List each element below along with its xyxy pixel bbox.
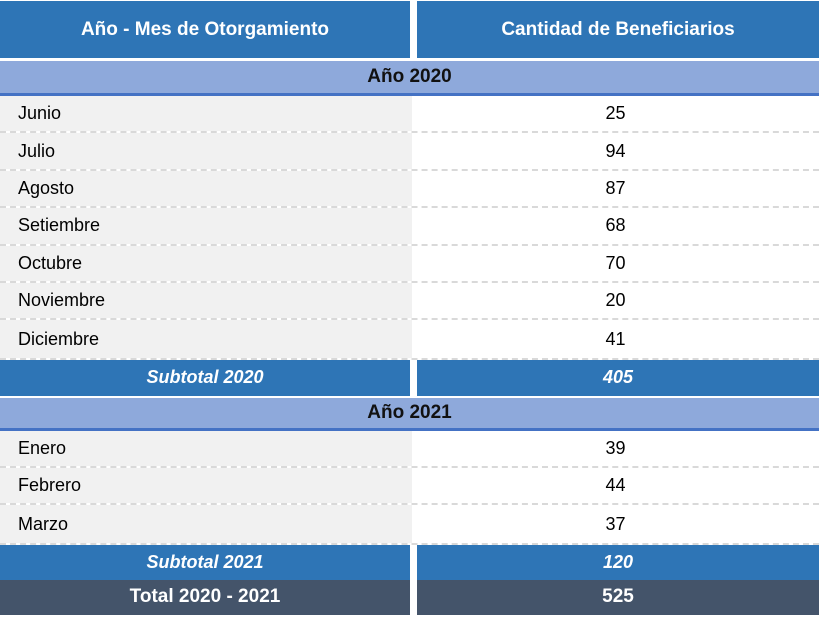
count-value: 87 — [412, 170, 819, 207]
column-divider — [410, 579, 417, 615]
table-row: Febrero 44 — [0, 468, 819, 506]
bottom-margin — [0, 614, 819, 617]
column-divider — [410, 1, 417, 58]
month-label: Octubre — [0, 245, 412, 281]
count-value: 94 — [412, 133, 819, 169]
count-value: 44 — [412, 468, 819, 504]
table-row: Julio 94 — [0, 133, 819, 171]
total-row: Total 2020 - 2021 525 — [0, 579, 819, 615]
month-label: Junio — [0, 96, 412, 132]
table-row: Marzo 37 — [0, 505, 819, 543]
month-label: Enero — [0, 430, 412, 467]
count-value: 20 — [412, 282, 819, 319]
subtotal-value: 405 — [417, 359, 819, 396]
month-label: Diciembre — [0, 320, 412, 358]
subtotal-row-2021: Subtotal 2021 120 — [0, 542, 819, 580]
count-value: 70 — [412, 245, 819, 281]
table-row: Octubre 70 — [0, 245, 819, 283]
month-label: Febrero — [0, 468, 412, 504]
count-value: 41 — [412, 320, 819, 358]
subtotal-value: 120 — [417, 544, 819, 580]
table-row: Agosto 87 — [0, 170, 819, 209]
column-divider — [410, 544, 417, 580]
header-cell-month: Año - Mes de Otorgamiento — [0, 1, 410, 58]
table-row: Noviembre 20 — [0, 282, 819, 321]
count-value: 39 — [412, 430, 819, 467]
header-separator — [0, 58, 819, 61]
section-separator — [0, 395, 819, 398]
month-label: Setiembre — [0, 208, 412, 244]
table-row: Diciembre 41 — [0, 320, 819, 358]
count-value: 37 — [412, 505, 819, 543]
table-row: Setiembre 68 — [0, 208, 819, 246]
month-label: Agosto — [0, 170, 412, 207]
total-label: Total 2020 - 2021 — [0, 579, 410, 615]
column-divider — [410, 359, 417, 396]
month-label: Marzo — [0, 505, 412, 543]
count-value: 68 — [412, 208, 819, 244]
subtotal-label: Subtotal 2020 — [0, 359, 410, 396]
subtotal-label: Subtotal 2021 — [0, 544, 410, 580]
subtotal-row-2020: Subtotal 2020 405 — [0, 357, 819, 396]
count-value: 25 — [412, 96, 819, 132]
month-label: Julio — [0, 133, 412, 169]
header-cell-count: Cantidad de Beneficiarios — [417, 1, 819, 58]
month-label: Noviembre — [0, 282, 412, 319]
table-header-row: Año - Mes de Otorgamiento Cantidad de Be… — [0, 1, 819, 58]
year-band-2020: Año 2020 — [0, 61, 819, 96]
table-row: Enero 39 — [0, 430, 819, 469]
year-band-2021: Año 2021 — [0, 397, 819, 431]
total-value: 525 — [417, 579, 819, 615]
table-row: Junio 25 — [0, 96, 819, 134]
